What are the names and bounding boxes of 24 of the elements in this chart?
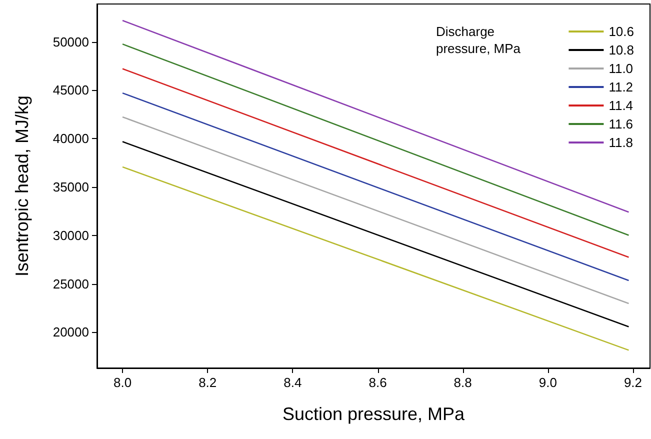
legend-label: 11.8 [608,135,634,150]
y-tick-label: 30000 [52,228,89,243]
x-axis-title: Suction pressure, MPa [282,404,466,424]
x-tick-label: 8.8 [454,375,472,390]
y-tick-label: 35000 [52,179,89,194]
legend-label: 11.4 [608,98,634,113]
y-tick-label: 45000 [52,82,89,98]
legend-label: 10.6 [608,24,634,39]
y-tick-label: 20000 [52,324,89,340]
y-tick-label: 25000 [52,276,89,292]
y-axis-title: Isentropic head, MJ/kg [12,95,32,277]
x-tick-label: 9.0 [538,375,557,390]
x-tick-label: 8.2 [198,375,217,390]
legend-label: 11.6 [608,116,634,132]
legend-label: 10.8 [608,42,634,58]
x-tick-label: 8.4 [284,375,302,390]
legend-label: 11.0 [608,61,634,76]
y-tick-label: 40000 [52,131,89,146]
x-tick-label: 8.6 [368,375,387,390]
x-tick-label: 8.0 [113,375,132,390]
legend-title: Discharge pressure, MPa [436,24,522,56]
legend-label: 11.2 [608,80,634,94]
x-tick-label: 9.2 [624,375,642,390]
y-tick-label: 50000 [52,34,89,50]
